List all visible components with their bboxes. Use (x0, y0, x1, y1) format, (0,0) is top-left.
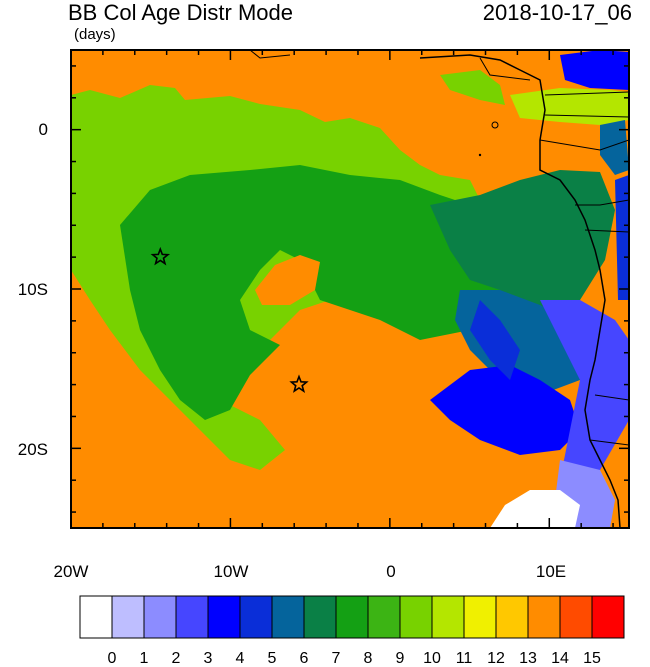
colorbar-swatch (111, 595, 145, 639)
island-marker (491, 121, 499, 129)
island-marker-small (478, 153, 482, 157)
colorbar-label: 15 (583, 650, 601, 667)
y-tick-label-20s: 20S (17, 440, 48, 459)
colorbar-swatch (399, 595, 433, 639)
axis-ticks (70, 50, 629, 528)
colorbar-label: 3 (203, 650, 213, 667)
colorbar-label: 7 (331, 650, 341, 667)
colorbar-swatch (367, 595, 401, 639)
x-tick-label-0: 0 (386, 562, 396, 581)
colorbar-label: 14 (551, 650, 569, 667)
field-dark-green-region (430, 170, 615, 320)
colorbar-label: 11 (455, 650, 473, 667)
colorbar-label: 6 (299, 650, 309, 667)
field-royal-blue-region (470, 300, 520, 380)
map-units: (days) (74, 26, 116, 43)
colorbar-label: 0 (107, 650, 117, 667)
colorbar-label: 4 (235, 650, 245, 667)
colorbar-swatch (527, 595, 561, 639)
y-tick-label-0: 0 (38, 120, 48, 139)
colorbar-swatch (207, 595, 241, 639)
colorbar-label: 5 (267, 650, 277, 667)
colorbar-swatch (559, 595, 593, 639)
colorbar-label: 2 (171, 650, 181, 667)
colorbar-swatch (303, 595, 337, 639)
x-tick-label-10e: 10E (535, 562, 567, 581)
colorbar-swatch (271, 595, 305, 639)
site-star-west (150, 246, 171, 266)
field-blue-region (430, 365, 580, 455)
colorbar (79, 595, 625, 639)
x-tick-label-20w: 20W (53, 562, 89, 581)
field-northeast-blue-region (560, 50, 629, 90)
colorbar-swatch (175, 595, 209, 639)
country-borders (249, 50, 629, 446)
field-orange-tongue (255, 255, 320, 305)
site-markers (150, 246, 309, 393)
colorbar-swatch (495, 595, 529, 639)
field-east-teal-region (600, 120, 629, 175)
field-medium-blue-region (540, 300, 629, 500)
field-lime-region (510, 88, 629, 125)
field-white-region (490, 490, 580, 528)
site-star-south (289, 374, 309, 393)
field-yellow-green-region (440, 70, 505, 105)
field-east-blue-strip (615, 175, 629, 300)
colorbar-swatch (591, 595, 625, 639)
colorbar-swatch (239, 595, 273, 639)
colorbar-swatch (335, 595, 369, 639)
coastline (419, 54, 621, 528)
colorbar-label: 13 (519, 650, 537, 667)
map-title: BB Col Age Distr Mode (68, 0, 293, 25)
field-green-region (120, 165, 520, 420)
colorbar-label: 10 (423, 650, 441, 667)
x-tick-label-10w: 10W (213, 562, 249, 581)
map-field (71, 50, 629, 528)
colorbar-swatch (143, 595, 177, 639)
colorbar-label: 8 (363, 650, 373, 667)
colorbar-swatch (463, 595, 497, 639)
map-datetime: 2018-10-17_06 (482, 0, 632, 25)
y-tick-label-10s: 10S (17, 280, 48, 299)
colorbar-label: 1 (139, 650, 149, 667)
colorbar-label: 9 (395, 650, 405, 667)
colorbar-swatch (431, 595, 465, 639)
colorbar-label: 12 (487, 650, 505, 667)
colorbar-swatch (79, 595, 113, 639)
